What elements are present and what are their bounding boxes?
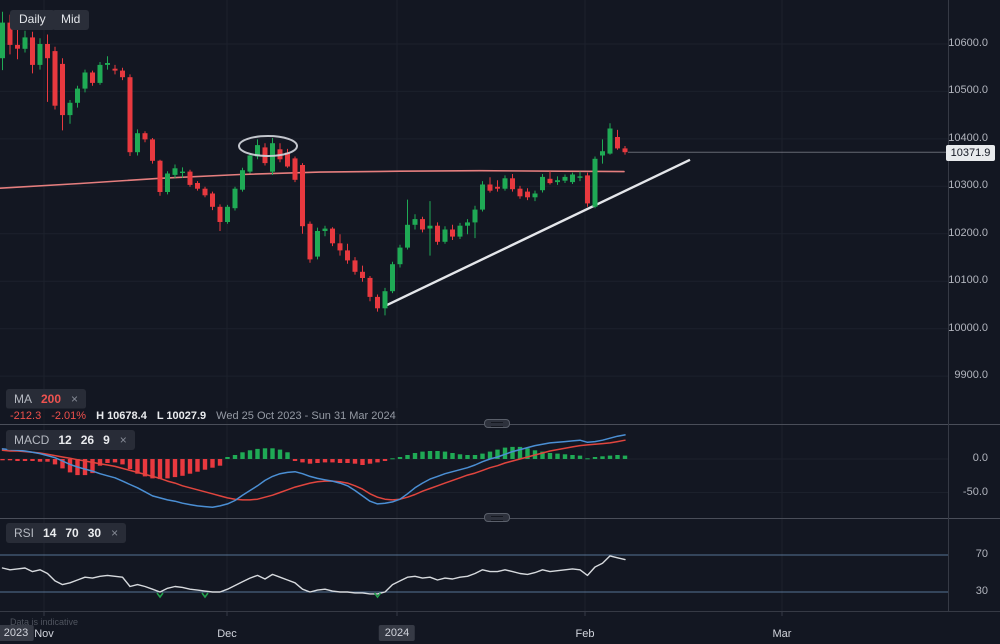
macd-param-fast: 12 xyxy=(58,433,72,447)
price-axis-label: 10500.0 xyxy=(948,84,988,97)
price-axis-label: 10100.0 xyxy=(948,274,988,287)
ma-low: L 10027.9 xyxy=(156,410,207,422)
ma-legend-param: 200 xyxy=(41,392,62,406)
last-price-tag: 10371.9 xyxy=(946,145,995,161)
time-axis-label: 2024 xyxy=(378,625,416,641)
ma-high: H 10678.4 xyxy=(96,410,147,422)
macd-legend[interactable]: MACD 12 26 9 × xyxy=(6,430,135,450)
panel-resize-handle-macd[interactable] xyxy=(484,419,510,428)
time-axis-label: Nov xyxy=(34,628,54,640)
rsi-legend-name: RSI xyxy=(14,526,35,540)
price-axis-label: 10300.0 xyxy=(948,179,988,192)
ma-legend[interactable]: MA 200 × xyxy=(6,389,87,409)
ma-legend-name: MA xyxy=(14,392,32,406)
price-axis-label: 10600.0 xyxy=(948,37,988,49)
rsi-param-upper: 70 xyxy=(65,526,79,540)
ma-change-pct: -2.01% xyxy=(51,410,87,422)
data-indicative-note: Data is indicative xyxy=(10,617,79,627)
ma-legend-values: -212.3 -2.01% H 10678.4 L 10027.9 Wed 25… xyxy=(7,408,399,424)
macd-axis-label: -50.0 xyxy=(962,485,988,498)
price-axis-label: 9900.0 xyxy=(954,369,988,382)
ma-close-icon[interactable]: × xyxy=(71,392,79,406)
ma-change: -212.3 xyxy=(10,410,42,422)
price-axis-label: 10200.0 xyxy=(948,226,988,239)
macd-param-slow: 26 xyxy=(80,433,95,447)
price-axis-label: 10400.0 xyxy=(948,131,988,144)
macd-axis-label: 0.0 xyxy=(972,452,988,464)
rsi-legend[interactable]: RSI 14 70 30 × xyxy=(6,523,127,543)
macd-param-signal: 9 xyxy=(103,433,110,447)
time-axis-label: 2023 xyxy=(0,625,35,641)
rsi-axis-label: 70 xyxy=(975,548,988,560)
rsi-close-icon[interactable]: × xyxy=(111,526,119,540)
macd-close-icon[interactable]: × xyxy=(119,433,127,447)
timeframe-daily-button[interactable]: Daily xyxy=(10,10,55,30)
time-axis[interactable] xyxy=(0,611,1000,644)
price-axis-label: 10000.0 xyxy=(948,321,988,334)
rsi-axis-label: 30 xyxy=(975,585,988,597)
time-axis-label: Mar xyxy=(772,628,792,640)
rsi-param-lower: 30 xyxy=(87,526,102,540)
time-axis-label: Dec xyxy=(217,628,237,640)
timeframe-mid-button[interactable]: Mid xyxy=(52,10,90,30)
panel-resize-handle-rsi[interactable] xyxy=(484,513,510,522)
macd-legend-name: MACD xyxy=(14,433,50,447)
time-axis-label: Feb xyxy=(575,628,595,640)
rsi-param-length: 14 xyxy=(43,526,57,540)
ma-date-range: Wed 25 Oct 2023 - Sun 31 Mar 2024 xyxy=(216,410,396,422)
